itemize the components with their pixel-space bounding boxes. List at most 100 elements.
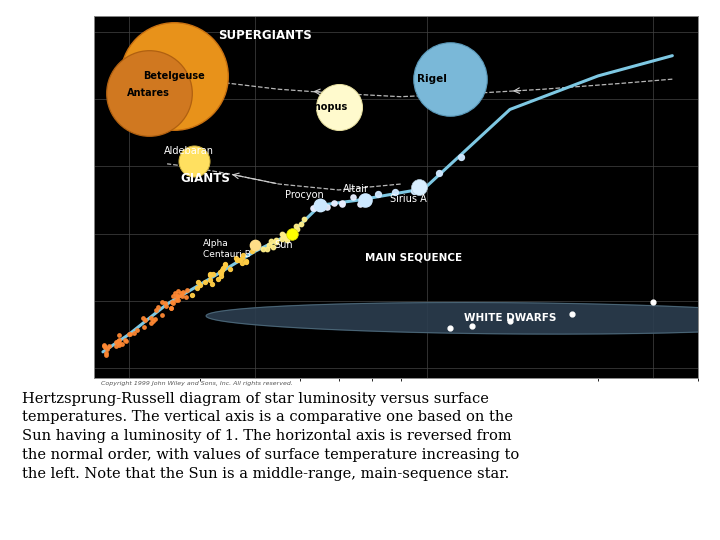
Point: [101, 349, 112, 357]
Point: [149, 314, 161, 323]
Point: [248, 245, 259, 253]
Point: [168, 299, 179, 308]
Point: [215, 268, 226, 276]
Point: [292, 224, 303, 233]
Text: Altair: Altair: [343, 184, 369, 194]
Text: Sirius A: Sirius A: [390, 194, 427, 204]
Point: [180, 293, 192, 302]
Point: [145, 319, 157, 327]
Text: Betelgeuse: Betelgeuse: [143, 71, 205, 81]
Point: [282, 235, 293, 244]
Point: [261, 244, 273, 253]
Point: [186, 291, 197, 299]
Point: [110, 342, 122, 350]
Point: [177, 287, 189, 296]
Point: [173, 295, 184, 304]
Point: [266, 237, 277, 246]
Point: [114, 336, 125, 345]
Point: [336, 198, 348, 207]
Point: [240, 258, 251, 267]
Point: [220, 260, 231, 269]
Point: [504, 316, 516, 325]
Point: [128, 329, 140, 338]
Point: [188, 156, 199, 165]
Point: [199, 278, 211, 286]
Point: [307, 204, 319, 213]
Point: [268, 243, 279, 252]
Text: Antares: Antares: [127, 89, 170, 98]
Point: [433, 169, 444, 178]
Point: [194, 281, 206, 289]
Point: [246, 246, 258, 255]
Point: [236, 254, 248, 262]
Point: [271, 235, 282, 244]
Point: [204, 270, 216, 279]
Text: SUPERGIANTS: SUPERGIANTS: [218, 29, 312, 42]
Point: [204, 275, 215, 284]
Point: [355, 199, 366, 208]
Point: [359, 195, 371, 204]
Point: [137, 313, 148, 322]
Point: [165, 304, 176, 313]
Point: [156, 298, 168, 307]
Point: [329, 198, 341, 207]
Point: [172, 291, 184, 300]
Text: Hertzsprung-Russell diagram of star luminosity versus surface
temperatures. The : Hertzsprung-Russell diagram of star lumi…: [22, 392, 519, 481]
Point: [247, 245, 258, 253]
Text: Alpha
Centauri B: Alpha Centauri B: [203, 239, 251, 259]
Point: [224, 265, 235, 274]
Point: [257, 244, 269, 253]
Point: [169, 289, 181, 298]
Point: [215, 272, 227, 281]
Point: [110, 338, 122, 346]
Y-axis label: Luminosity (sun = 1): Luminosity (sun = 1): [18, 139, 28, 255]
Point: [315, 201, 326, 210]
Point: [287, 230, 298, 238]
Point: [101, 351, 112, 360]
Point: [230, 253, 241, 262]
Point: [287, 229, 298, 238]
Point: [444, 324, 456, 333]
Point: [276, 234, 288, 243]
Point: [216, 265, 228, 274]
Point: [321, 202, 333, 211]
Point: [175, 288, 186, 297]
Point: [161, 302, 172, 311]
Point: [336, 200, 348, 208]
Point: [102, 345, 113, 353]
Point: [192, 284, 203, 292]
Point: [104, 341, 115, 350]
Point: [98, 341, 109, 349]
Point: [408, 186, 420, 195]
Text: GIANTS: GIANTS: [181, 172, 230, 185]
Point: [181, 286, 193, 294]
Point: [192, 278, 204, 286]
Point: [120, 336, 132, 345]
Point: [277, 231, 289, 240]
Point: [140, 316, 151, 325]
Point: [99, 342, 111, 351]
Point: [466, 321, 477, 330]
Point: [220, 260, 231, 268]
Point: [159, 298, 171, 307]
Point: [145, 314, 157, 322]
Point: [172, 287, 184, 295]
Text: Canopus: Canopus: [300, 102, 348, 112]
Point: [250, 241, 261, 249]
Point: [231, 256, 243, 265]
Point: [152, 303, 163, 312]
Point: [98, 341, 109, 350]
Point: [117, 339, 128, 348]
Point: [143, 89, 155, 98]
Point: [112, 336, 123, 345]
Point: [372, 189, 384, 198]
Point: [156, 310, 168, 319]
Polygon shape: [206, 302, 720, 334]
Point: [567, 310, 578, 319]
Point: [413, 183, 425, 191]
Point: [171, 296, 182, 305]
Point: [298, 215, 310, 224]
Point: [217, 264, 228, 273]
Point: [212, 275, 224, 284]
Point: [124, 330, 135, 339]
